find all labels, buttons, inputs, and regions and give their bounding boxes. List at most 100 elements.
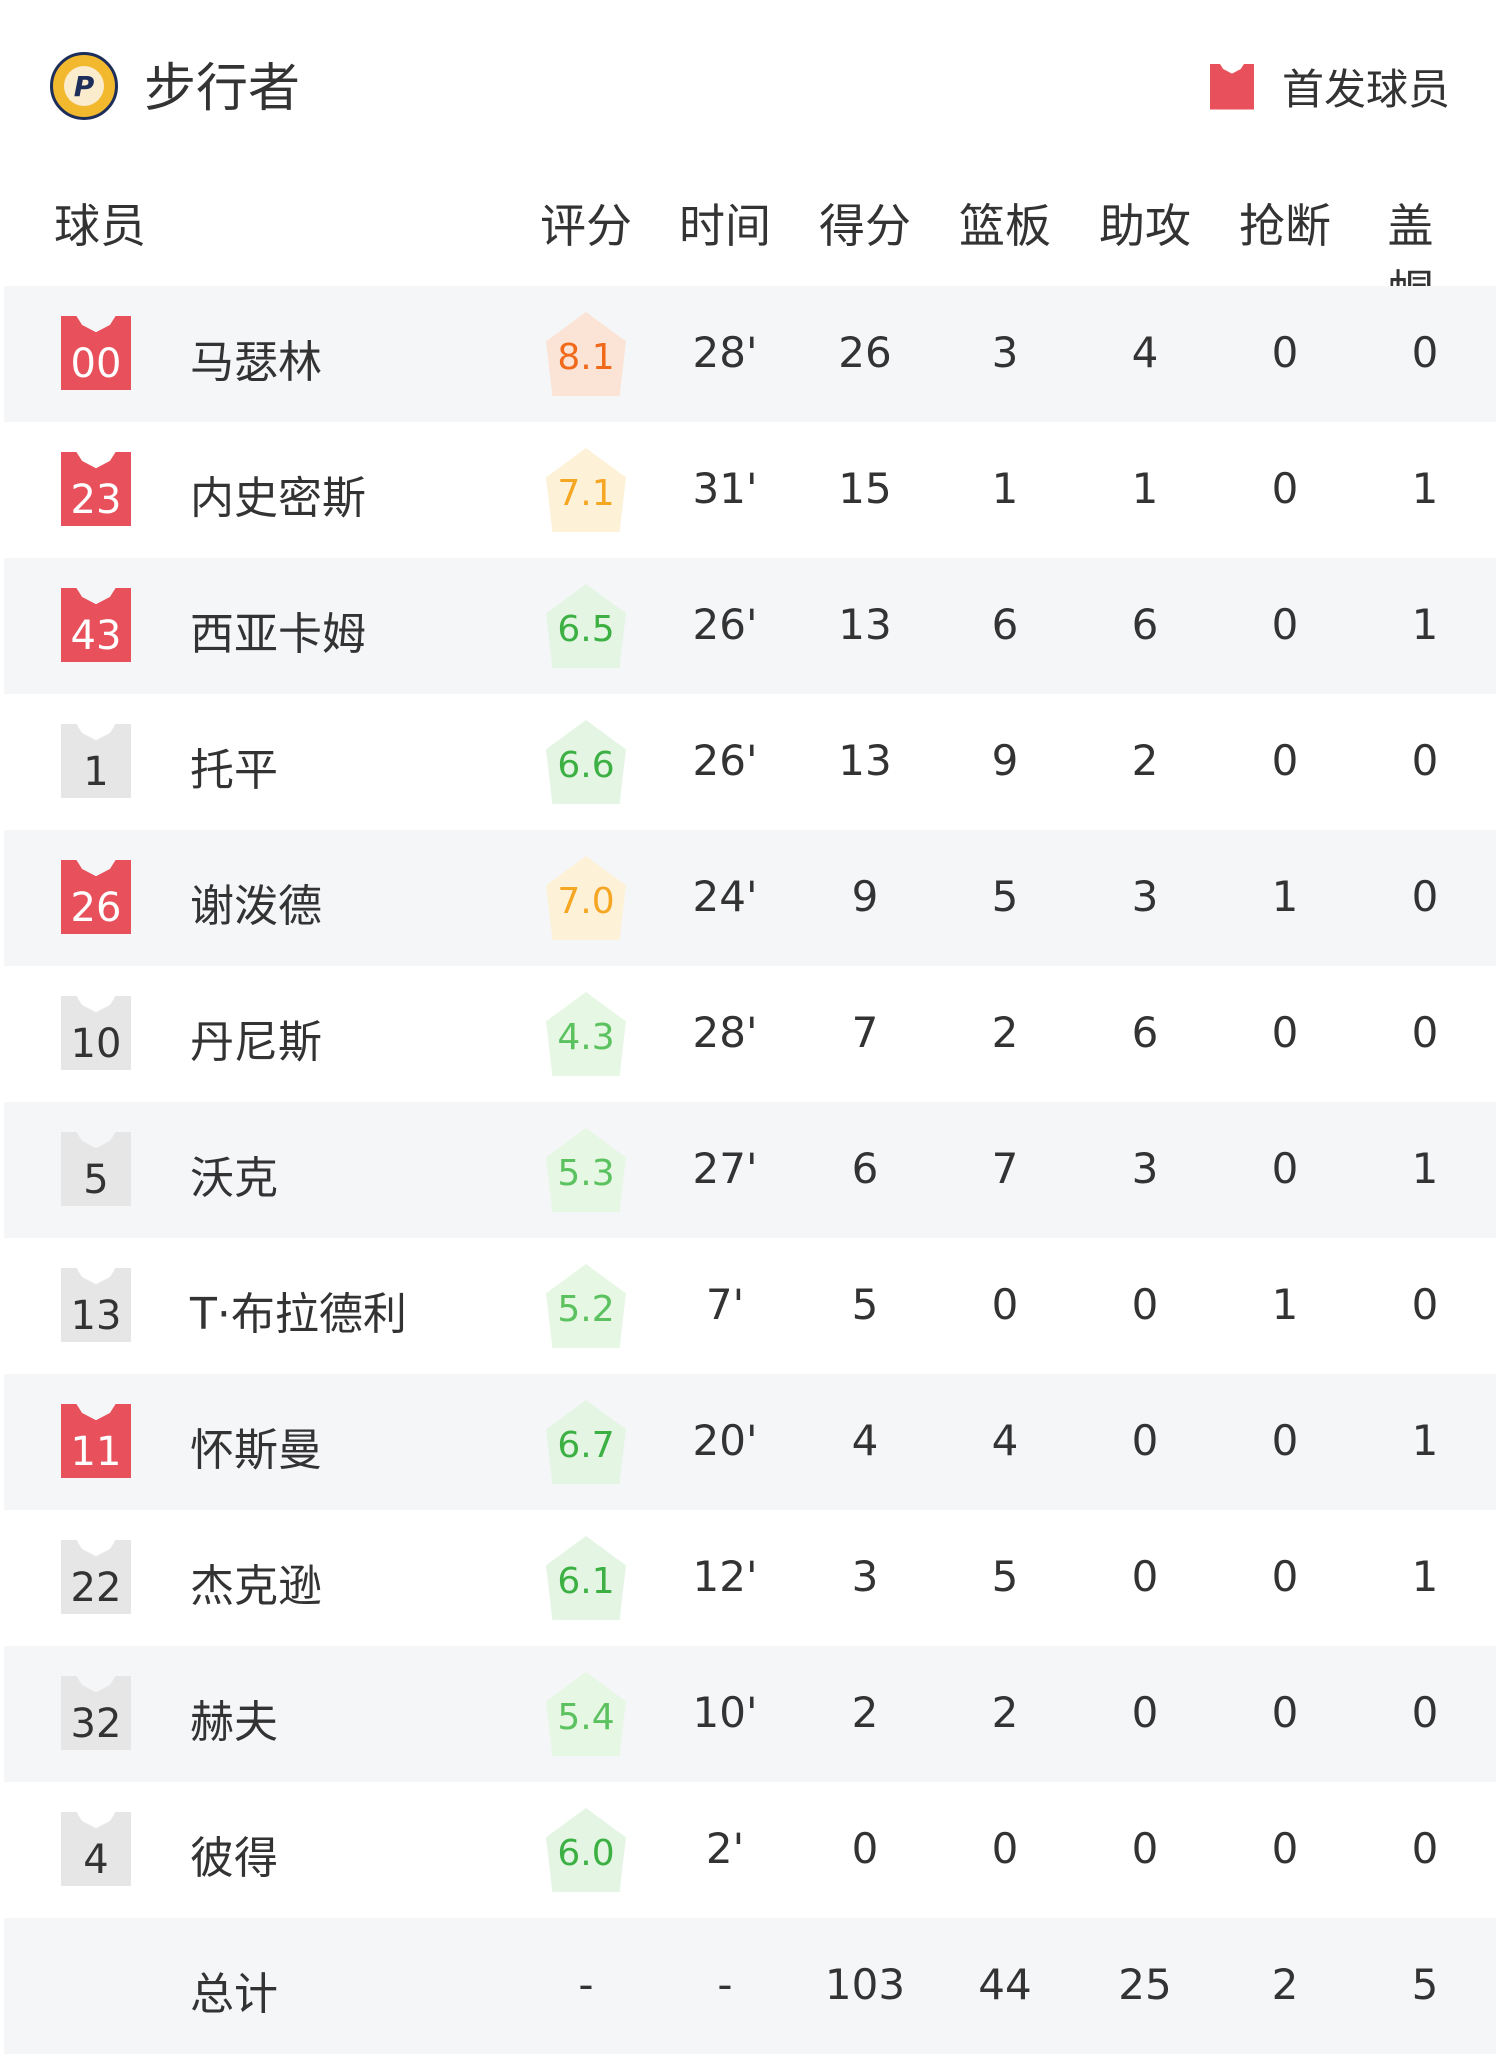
jersey-number-icon: 10 xyxy=(61,996,131,1070)
stat-reb: 5 xyxy=(991,1552,1019,1601)
stat-min: - xyxy=(717,1960,733,2009)
stat-ast: 3 xyxy=(1131,872,1159,921)
stat-min: 26' xyxy=(692,736,758,785)
stat-min: 28' xyxy=(692,328,758,377)
stat-stl: 0 xyxy=(1271,328,1299,377)
stat-ast: 4 xyxy=(1131,328,1159,377)
stat-blk: 1 xyxy=(1411,1144,1439,1193)
rating-badge: 6.6 xyxy=(546,720,626,804)
stat-reb: 0 xyxy=(991,1280,1019,1329)
stat-stl: 1 xyxy=(1271,1280,1299,1329)
stat-stl: 0 xyxy=(1271,464,1299,513)
stat-stl: 0 xyxy=(1271,1688,1299,1737)
stat-blk: 0 xyxy=(1411,1824,1439,1873)
stat-reb: 0 xyxy=(991,1824,1019,1873)
column-header: 时间 xyxy=(679,199,771,253)
column-header: 篮板 xyxy=(959,199,1051,253)
stat-ast: 3 xyxy=(1131,1144,1159,1193)
stat-blk: 1 xyxy=(1411,464,1439,513)
jersey-number-icon: 1 xyxy=(61,724,131,798)
stat-ast: 6 xyxy=(1131,1008,1159,1057)
jersey-number-icon: 23 xyxy=(61,452,131,526)
table-header: 球员评分时间得分篮板助攻抢断盖帽 xyxy=(0,190,1500,319)
player-name: 西亚卡姆 xyxy=(190,609,366,660)
table-row[interactable]: 43 西亚卡姆 6.5 26' 13 6 6 0 1 xyxy=(4,558,1496,694)
jersey-number-icon: 43 xyxy=(61,588,131,662)
player-name: 总计 xyxy=(190,1969,278,2020)
stat-blk: 1 xyxy=(1411,1552,1439,1601)
table-row[interactable]: 4 彼得 6.0 2' 0 0 0 0 0 xyxy=(4,1782,1496,1918)
stat-blk: 0 xyxy=(1411,736,1439,785)
rating-badge: 6.1 xyxy=(546,1536,626,1620)
stat-pts: 0 xyxy=(851,1824,879,1873)
stat-blk: 0 xyxy=(1411,1008,1439,1057)
table-row[interactable]: 10 丹尼斯 4.3 28' 7 2 6 0 0 xyxy=(4,966,1496,1102)
stat-stl: 0 xyxy=(1271,600,1299,649)
jersey-number-icon: 4 xyxy=(61,1812,131,1886)
stat-stl: 0 xyxy=(1271,1552,1299,1601)
stat-pts: 3 xyxy=(851,1552,879,1601)
stat-stl: 0 xyxy=(1271,1008,1299,1057)
column-header: 评分 xyxy=(540,199,632,253)
stat-blk: 5 xyxy=(1411,1960,1439,2009)
stat-ast: 6 xyxy=(1131,600,1159,649)
table-row[interactable]: 00 马瑟林 8.1 28' 26 3 4 0 0 xyxy=(4,286,1496,422)
player-name: 谢泼德 xyxy=(190,881,322,932)
table-row[interactable]: 11 怀斯曼 6.7 20' 4 4 0 0 1 xyxy=(4,1374,1496,1510)
jersey-icon xyxy=(1209,63,1254,110)
stat-min: 28' xyxy=(692,1008,758,1057)
stat-pts: 7 xyxy=(851,1008,879,1057)
stat-reb: 4 xyxy=(991,1416,1019,1465)
starter-legend: 首发球员 xyxy=(1209,56,1450,117)
total-row[interactable]: 总计 - -103 44 25 2 5 xyxy=(4,1918,1496,2054)
table-row[interactable]: 13 T·布拉德利 5.2 7' 5 0 0 1 0 xyxy=(4,1238,1496,1374)
stat-pts: 6 xyxy=(851,1144,879,1193)
jersey-number-icon: 32 xyxy=(61,1676,131,1750)
stat-stl: 1 xyxy=(1271,872,1299,921)
stat-reb: 6 xyxy=(991,600,1019,649)
player-name: 托平 xyxy=(190,745,278,796)
team-name: 步行者 xyxy=(144,59,301,119)
stat-pts: 4 xyxy=(851,1416,879,1465)
table-row[interactable]: 32 赫夫 5.4 10' 2 2 0 0 0 xyxy=(4,1646,1496,1782)
stat-ast: 25 xyxy=(1118,1960,1172,2009)
rating-badge: 6.5 xyxy=(546,584,626,668)
table-row[interactable]: 1 托平 6.6 26' 13 9 2 0 0 xyxy=(4,694,1496,830)
jersey-number-icon: 00 xyxy=(61,316,131,390)
stat-pts: 15 xyxy=(838,464,892,513)
stat-min: 2' xyxy=(705,1824,745,1873)
stat-pts: 2 xyxy=(851,1688,879,1737)
player-name: 怀斯曼 xyxy=(190,1425,322,1476)
rating-badge: 7.1 xyxy=(546,448,626,532)
stat-pts: 5 xyxy=(851,1280,879,1329)
team-logo: P xyxy=(50,52,118,120)
table-row[interactable]: 5 沃克 5.3 27' 6 7 3 0 1 xyxy=(4,1102,1496,1238)
stat-ast: 2 xyxy=(1131,736,1159,785)
player-name: T·布拉德利 xyxy=(190,1289,407,1340)
stat-ast: 0 xyxy=(1131,1824,1159,1873)
stat-reb: 5 xyxy=(991,872,1019,921)
table-row[interactable]: 22 杰克逊 6.1 12' 3 5 0 0 1 xyxy=(4,1510,1496,1646)
stat-stl: 2 xyxy=(1271,1960,1299,2009)
player-name: 彼得 xyxy=(190,1833,278,1884)
stat-stl: 0 xyxy=(1271,1824,1299,1873)
table-row[interactable]: 23 内史密斯 7.1 31' 15 1 1 0 1 xyxy=(4,422,1496,558)
jersey-number-icon: 22 xyxy=(61,1540,131,1614)
stat-blk: 1 xyxy=(1411,600,1439,649)
stat-min: 10' xyxy=(692,1688,758,1737)
stat-reb: 3 xyxy=(991,328,1019,377)
column-header: 得分 xyxy=(819,199,911,253)
stat-reb: 2 xyxy=(991,1688,1019,1737)
stat-min: 7' xyxy=(705,1280,745,1329)
stat-reb: 7 xyxy=(991,1144,1019,1193)
rating-badge: 6.7 xyxy=(546,1400,626,1484)
jersey-number-icon: 26 xyxy=(61,860,131,934)
stat-pts: 9 xyxy=(851,872,879,921)
jersey-number-icon: 11 xyxy=(61,1404,131,1478)
stat-stl: 0 xyxy=(1271,1144,1299,1193)
player-name: 沃克 xyxy=(190,1153,278,1204)
legend-label: 首发球员 xyxy=(1281,65,1450,114)
column-header: 助攻 xyxy=(1099,199,1191,253)
table-row[interactable]: 26 谢泼德 7.0 24' 9 5 3 1 0 xyxy=(4,830,1496,966)
stat-min: 26' xyxy=(692,600,758,649)
